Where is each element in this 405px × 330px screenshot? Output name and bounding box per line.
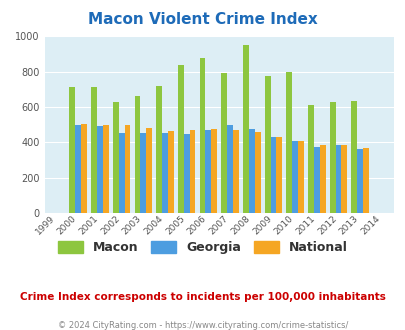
Bar (248, 129, 254, 213)
Bar (102, 124, 109, 213)
Bar (226, 124, 232, 213)
Bar (113, 102, 118, 213)
Bar (183, 134, 189, 213)
Bar (292, 141, 297, 213)
Bar (75, 124, 81, 213)
Bar (156, 86, 162, 213)
Bar (313, 147, 319, 213)
Bar (362, 148, 368, 213)
Bar (118, 133, 124, 213)
Bar (270, 137, 276, 213)
Bar (124, 125, 130, 213)
Bar (335, 146, 341, 213)
Bar (205, 130, 211, 213)
Bar (307, 105, 313, 213)
Bar (199, 58, 205, 213)
Bar (69, 87, 75, 213)
Text: Crime Index corresponds to incidents per 100,000 inhabitants: Crime Index corresponds to incidents per… (20, 292, 385, 302)
Bar (162, 133, 168, 213)
Bar (319, 145, 325, 213)
Bar (254, 132, 260, 213)
Bar (221, 73, 226, 213)
Bar (177, 65, 183, 213)
Bar (211, 129, 217, 213)
Text: © 2024 CityRating.com - https://www.cityrating.com/crime-statistics/: © 2024 CityRating.com - https://www.city… (58, 321, 347, 330)
Bar (168, 131, 173, 213)
Bar (286, 72, 292, 213)
Bar (242, 45, 248, 213)
Bar (356, 149, 362, 213)
Bar (189, 130, 195, 213)
Bar (351, 101, 356, 213)
Bar (297, 141, 303, 213)
Bar (146, 128, 152, 213)
Legend: Macon, Georgia, National: Macon, Georgia, National (53, 236, 352, 259)
Bar (134, 96, 140, 213)
Text: Macon Violent Crime Index: Macon Violent Crime Index (88, 12, 317, 26)
Bar (232, 130, 238, 213)
Bar (264, 76, 270, 213)
Bar (97, 126, 102, 213)
Bar (276, 137, 281, 213)
Bar (341, 145, 346, 213)
Bar (329, 102, 335, 213)
Bar (81, 124, 87, 213)
Bar (91, 87, 97, 213)
Bar (140, 133, 146, 213)
